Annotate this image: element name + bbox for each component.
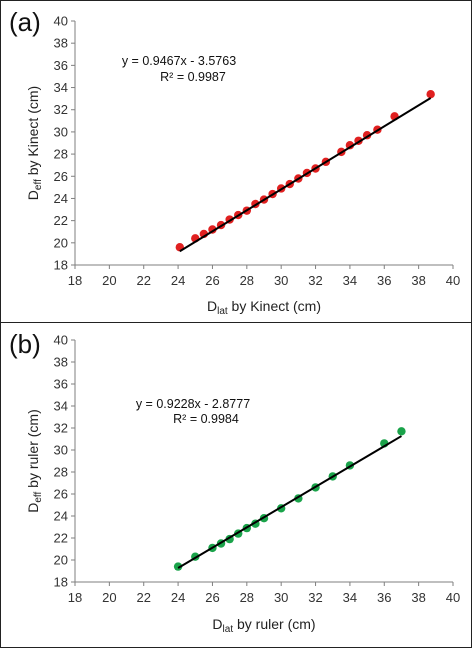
y-tick-label: 38 [54, 355, 68, 370]
x-tick-label: 18 [68, 273, 82, 288]
x-tick-label: 40 [446, 273, 460, 288]
y-tick-label: 36 [54, 377, 68, 392]
x-tick-label: 30 [274, 590, 288, 605]
x-tick-label: 36 [377, 590, 391, 605]
panel-a: (a) 18 20 22 24 26 28 30 32 34 36 38 40 18 20 22 24 26 28… [0, 0, 472, 324]
trend-line [177, 435, 402, 569]
panel-label-b: (b) [9, 329, 41, 359]
y-tick-label: 18 [54, 258, 68, 273]
x-tick-label: 26 [205, 590, 219, 605]
x-axis-title: Dlat by Kinect (cm) [207, 298, 321, 317]
y-tick-label: 36 [54, 58, 68, 73]
y-tick-label: 34 [54, 80, 68, 95]
x-tick-label: 20 [102, 273, 116, 288]
x-tick-label: 28 [240, 590, 254, 605]
x-tick-label: 24 [171, 273, 185, 288]
y-axis-title: Deff by ruler (cm) [25, 409, 44, 513]
y-tick-label: 20 [54, 553, 68, 568]
panel-label-a: (a) [9, 7, 41, 37]
y-tick-label: 22 [54, 531, 68, 546]
y-tick-label: 30 [54, 443, 68, 458]
x-tick-label: 22 [136, 273, 150, 288]
y-tick-label: 20 [54, 235, 68, 250]
y-axis-title: Deff by Kinect (cm) [25, 86, 44, 200]
x-tick-label: 32 [308, 590, 322, 605]
r-squared: R² = 0.9987 [160, 70, 226, 84]
y-tick-label: 26 [54, 487, 68, 502]
chart-b: 18 20 22 24 26 28 30 32 34 36 38 40 18 20 22 24 26 28 30 32… [25, 333, 460, 636]
panel-b: (b) 18 20 22 24 26 28 30 32 34 36 38 40 18 20 22 24 26 28… [0, 322, 472, 648]
y-tick-label: 24 [54, 191, 68, 206]
y-tick-label: 28 [54, 465, 68, 480]
x-tick-label: 20 [102, 590, 116, 605]
x-tick-label: 38 [411, 590, 425, 605]
y-tick-label: 30 [54, 124, 68, 139]
data-point [426, 90, 435, 99]
r-squared: R² = 0.9984 [173, 412, 239, 426]
y-tick-label: 40 [54, 333, 68, 348]
x-axis-title: Dlat by ruler (cm) [212, 616, 315, 635]
x-tick-label: 22 [136, 590, 150, 605]
y-tick-label: 32 [54, 421, 68, 436]
y-tick-label: 18 [54, 575, 68, 590]
trend-equation: y = 0.9228x - 2.8777 [136, 397, 250, 411]
x-tick-label: 34 [343, 590, 357, 605]
chart-a: 18 20 22 24 26 28 30 32 34 36 38 40 18 20 22 24 26 28 30 32… [25, 14, 460, 318]
y-tick-label: 32 [54, 102, 68, 117]
x-tick-label: 24 [171, 590, 185, 605]
x-tick-label: 30 [274, 273, 288, 288]
y-tick-label: 38 [54, 36, 68, 51]
y-tick-label: 24 [54, 509, 68, 524]
x-tick-label: 26 [205, 273, 219, 288]
x-tick-label: 32 [308, 273, 322, 288]
x-tick-label: 36 [377, 273, 391, 288]
y-tick-label: 26 [54, 169, 68, 184]
y-tick-label: 34 [54, 399, 68, 414]
x-tick-label: 18 [68, 590, 82, 605]
x-tick-label: 34 [343, 273, 357, 288]
x-tick-label: 38 [411, 273, 425, 288]
x-tick-label: 40 [446, 590, 460, 605]
y-tick-label: 28 [54, 147, 68, 162]
data-point [397, 427, 406, 436]
data-point [345, 141, 355, 150]
y-tick-label: 22 [54, 213, 68, 228]
trend-equation: y = 0.9467x - 3.5763 [122, 54, 236, 68]
x-tick-label: 28 [240, 273, 254, 288]
y-tick-label: 40 [54, 14, 68, 29]
data-point [173, 562, 183, 571]
trend-line [179, 97, 432, 253]
